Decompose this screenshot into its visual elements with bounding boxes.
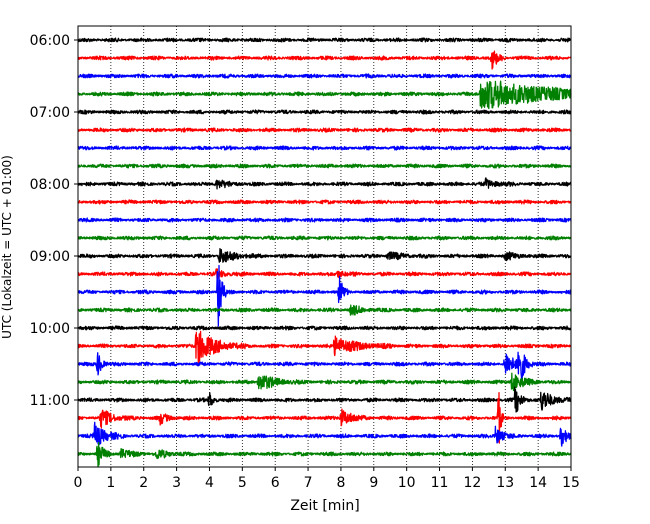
trace-line xyxy=(77,199,572,205)
trace-line xyxy=(77,177,572,190)
x-tick-label: 8 xyxy=(336,475,345,491)
trace-line xyxy=(77,325,572,331)
x-tick-label: 9 xyxy=(369,475,378,491)
x-tick-label: 2 xyxy=(139,475,148,491)
y-tick-label: 08:00 xyxy=(30,177,70,193)
trace-line xyxy=(77,50,572,70)
trace-line xyxy=(77,351,572,381)
y-axis-label: UTC (Lokalzeit = UTC + 01:00) xyxy=(0,155,14,339)
trace-line xyxy=(77,73,572,79)
trace-line xyxy=(77,264,572,327)
y-tick-label: 10:00 xyxy=(30,321,70,337)
plot-frame xyxy=(77,25,572,468)
trace-line xyxy=(77,386,572,413)
x-tick-label: 6 xyxy=(271,475,280,491)
trace-line xyxy=(77,421,572,447)
trace-line xyxy=(77,235,572,241)
trace-line xyxy=(77,304,572,316)
trace-line xyxy=(77,268,572,280)
trace-line xyxy=(77,392,572,444)
x-tick-label: 10 xyxy=(398,475,416,491)
x-tick-label: 4 xyxy=(205,475,214,491)
trace-line xyxy=(77,163,572,169)
x-tick-label: 13 xyxy=(496,475,514,491)
x-tick-label: 0 xyxy=(74,475,83,491)
y-tick-label: 07:00 xyxy=(30,105,70,121)
trace-line xyxy=(77,37,572,43)
x-tick-label: 11 xyxy=(431,475,449,491)
x-tick-label: 3 xyxy=(172,475,181,491)
x-tick-label: 12 xyxy=(463,475,481,491)
y-tick-label: 11:00 xyxy=(30,393,70,409)
trace-line xyxy=(77,80,572,110)
y-axis: 06:00 07:00 08:00 09:00 10:00 11:00 xyxy=(30,33,78,409)
trace-line xyxy=(77,441,572,468)
trace-line xyxy=(77,145,572,151)
x-tick-label: 14 xyxy=(529,475,547,491)
trace-line xyxy=(77,330,572,364)
y-tick-label: 09:00 xyxy=(30,249,70,265)
trace-line xyxy=(77,372,572,392)
trace-line xyxy=(77,109,572,115)
x-tick-label: 7 xyxy=(304,475,313,491)
x-tick-label: 5 xyxy=(238,475,247,491)
traces-layer xyxy=(77,37,572,468)
trace-line xyxy=(77,217,572,223)
x-tick-label: 1 xyxy=(106,475,115,491)
trace-line xyxy=(77,247,572,263)
trace-line xyxy=(77,127,572,133)
x-axis: 0 1 2 3 4 5 6 7 8 9 10 11 12 13 14 15 xyxy=(74,467,580,491)
x-axis-label: Zeit [min] xyxy=(290,498,359,514)
y-tick-label: 06:00 xyxy=(30,33,70,49)
x-tick-label: 15 xyxy=(562,475,580,491)
